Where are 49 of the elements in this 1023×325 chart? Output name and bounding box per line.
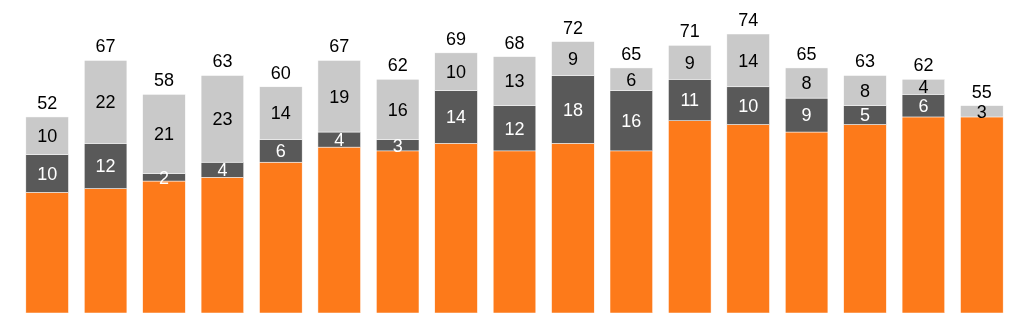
data-label: 14 [446,107,467,128]
total-label: 62 [913,55,934,76]
data-label: 14 [738,50,759,71]
data-label: 19 [329,86,350,107]
data-label: 10 [738,95,759,116]
data-label: 3 [976,101,987,122]
data-label: 10 [37,126,58,147]
data-label: 10 [446,62,467,82]
total-label: 63 [854,51,876,72]
total-label: 63 [212,51,233,72]
data-label: 23 [212,109,233,130]
data-label: 6 [275,141,286,162]
data-label: 10 [37,163,58,184]
data-label: 16 [621,111,642,132]
data-label: 4 [334,129,345,150]
data-label: 4 [217,160,228,181]
data-label: 8 [801,73,812,94]
data-label: 9 [684,52,695,73]
data-label: 6 [626,69,637,90]
data-label: 12 [95,156,116,177]
total-label: 67 [329,36,350,57]
data-label: 11 [680,90,700,111]
data-label: 3 [392,135,403,156]
total-label: 68 [504,32,525,53]
total-label: 71 [679,21,700,42]
data-label: 5 [859,105,871,126]
total-label: 67 [95,36,116,57]
total-label: 72 [562,17,583,38]
total-label: 58 [153,70,175,91]
data-label: 4 [918,77,929,98]
data-label: 9 [567,48,578,69]
total-label: 65 [796,43,817,64]
total-label: 65 [621,43,642,64]
data-label: 13 [504,71,525,92]
data-label: 21 [153,124,175,145]
total-label: 55 [971,81,992,102]
total-label: 74 [738,10,759,30]
data-label: 16 [387,99,408,120]
data-label: 18 [562,99,583,120]
total-label: 69 [446,28,467,49]
data-label: 14 [270,103,291,124]
total-label: 60 [270,62,291,83]
data-label: 9 [801,105,812,126]
total-label: 62 [387,55,408,76]
data-label: 6 [918,95,929,116]
total-label: 52 [37,92,58,113]
data-label: 12 [504,118,525,139]
data-label: 8 [859,80,871,101]
data-label: 22 [95,92,116,113]
